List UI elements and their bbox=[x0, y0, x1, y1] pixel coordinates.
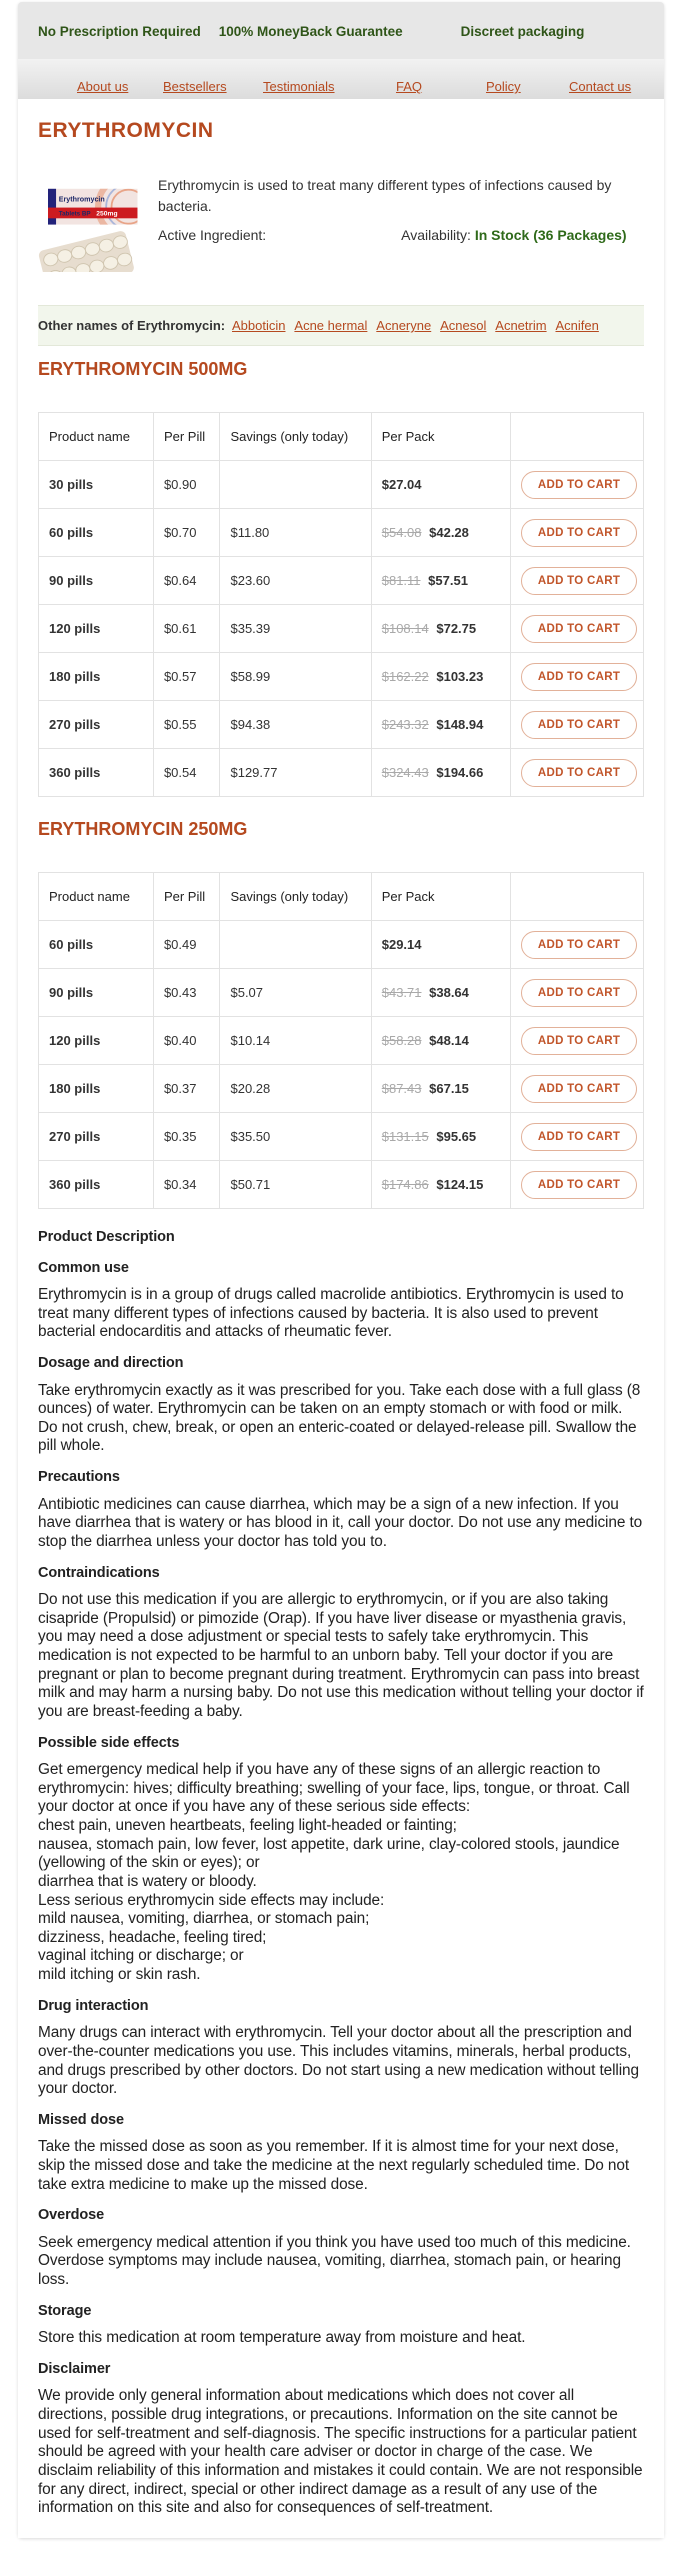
svg-text:250mg: 250mg bbox=[96, 211, 117, 218]
svg-text:Erythromycin: Erythromycin bbox=[59, 195, 105, 203]
svg-text:Tablets BP: Tablets BP bbox=[59, 211, 91, 218]
